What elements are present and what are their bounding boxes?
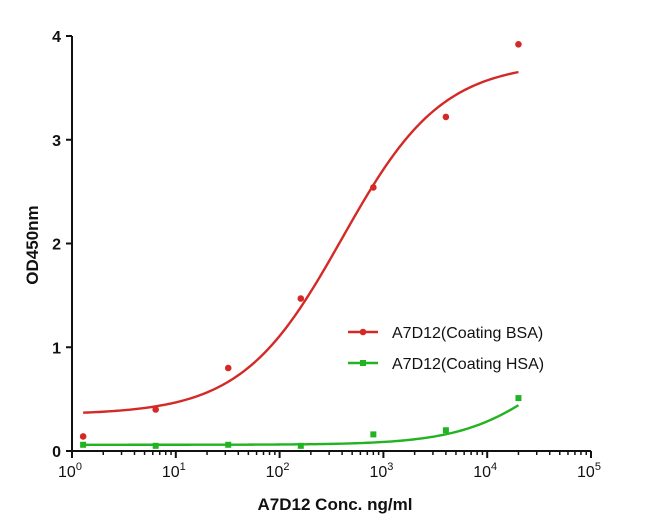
x-axis-label: A7D12 Conc. ng/ml [258,495,413,514]
data-point [224,364,232,372]
x-tick-label: 102 [266,461,290,481]
legend: A7D12(Coating BSA) A7D12(Coating HSA) [348,325,544,373]
x-tick-label: 104 [473,461,497,481]
data-point [152,442,159,449]
x-tick-label: 103 [369,461,393,481]
y-tick-label: 3 [52,133,61,150]
data-point [297,442,304,449]
data-point [152,406,159,413]
data-point [79,433,87,440]
x-tick-label: 101 [162,461,186,481]
y-tick-label: 4 [52,29,61,46]
data-point [370,431,377,438]
data-point [442,113,450,121]
y-tick-label: 0 [52,444,61,461]
y-tick-label: 1 [52,340,61,357]
data-points [79,41,522,449]
axes: 0 1 2 3 4 100 101 102 103 104 105 [52,29,601,481]
data-point [370,184,377,191]
x-tick-label: 105 [577,461,601,481]
legend-label: A7D12(Coating BSA) [392,325,543,342]
data-point [515,41,522,48]
y-tick-label: 2 [52,237,61,254]
legend-marker [359,328,367,336]
fit-curves [83,70,520,446]
x-tick-label: 100 [58,461,82,481]
data-point [297,295,305,302]
fit-curve [83,404,520,446]
data-point [225,441,232,448]
data-point [80,441,87,448]
legend-label: A7D12(Coating HSA) [392,356,544,373]
data-point [442,427,449,434]
y-axis-label: OD450nm [23,205,42,284]
data-point [515,395,522,402]
legend-marker [360,360,366,366]
